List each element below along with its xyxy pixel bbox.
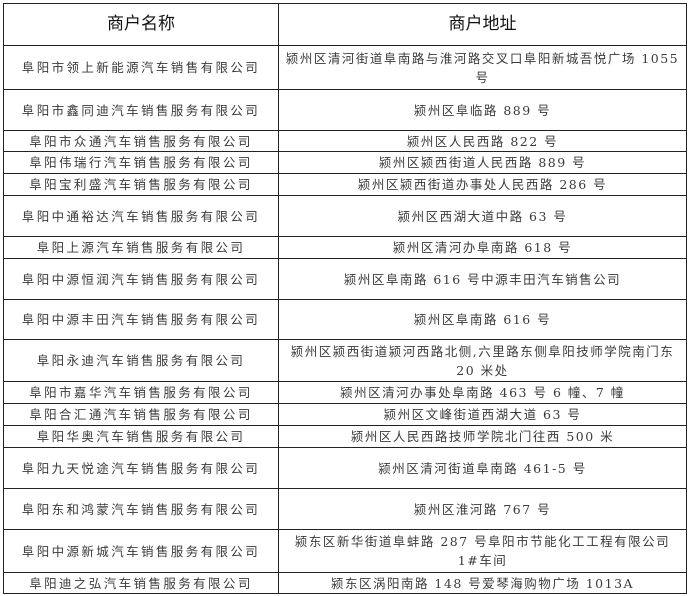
table-row: 阜阳上源汽车销售服务有限公司 颍州区清河办阜南路 618 号 — [3, 236, 687, 259]
table-row: 阜阳伟瑞行汽车销售服务有限公司 颍州区颍西街道人民西路 889 号 — [3, 151, 687, 174]
merchant-address: 颍州区淮河路 767 号 — [278, 488, 687, 530]
merchant-address: 颍州区人民西路 822 号 — [278, 130, 687, 152]
table-row: 阜阳市领上新能源汽车销售有限公司 颍州区清河街道阜南路与淮河路交叉口阜阳新城吾悦广… — [3, 45, 687, 90]
merchant-name: 阜阳永迪汽车销售服务有限公司 — [3, 339, 279, 382]
merchant-address: 颍州区颍西街道颍河西路北侧,六里路东侧阜阳技师学院南门东 20 米处 — [278, 339, 687, 382]
merchant-name: 阜阳华奥汽车销售服务有限公司 — [3, 425, 279, 448]
header-merchant-address: 商户地址 — [278, 3, 687, 46]
merchant-address: 颍州区阜南路 616 号 — [278, 299, 687, 340]
table-row: 阜阳中源丰田汽车销售服务有限公司 颍州区阜南路 616 号 — [3, 299, 687, 340]
table-row: 阜阳迪之弘汽车销售服务有限公司 颍东区涡阳南路 148 号爱琴海购物广场 1013… — [3, 572, 687, 594]
table-row: 阜阳中源恒润汽车销售服务有限公司 颍州区阜南路 616 号中源丰田汽车销售公司 — [3, 258, 687, 300]
merchant-name: 阜阳市领上新能源汽车销售有限公司 — [3, 45, 279, 90]
table-row: 阜阳市鑫同迪汽车销售服务有限公司 颍州区阜临路 889 号 — [3, 89, 687, 131]
merchant-address: 颍州区人民西路技师学院北门往西 500 米 — [278, 425, 687, 448]
merchant-address: 颍州区文峰街道西湖大道 63 号 — [278, 403, 687, 426]
table-row: 阜阳中通裕达汽车销售服务有限公司 颍州区西湖大道中路 63 号 — [3, 195, 687, 237]
table-row: 阜阳华奥汽车销售服务有限公司 颍州区人民西路技师学院北门往西 500 米 — [3, 425, 687, 448]
table-row: 阜阳永迪汽车销售服务有限公司 颍州区颍西街道颍河西路北侧,六里路东侧阜阳技师学院南… — [3, 339, 687, 382]
table-row: 阜阳市众通汽车销售服务有限公司 颍州区人民西路 822 号 — [3, 130, 687, 152]
merchant-name: 阜阳宝利盛汽车销售服务有限公司 — [3, 173, 279, 196]
merchant-name: 阜阳市嘉华汽车销售服务有限公司 — [3, 381, 279, 404]
merchant-address: 颍州区清河街道阜南路与淮河路交叉口阜阳新城吾悦广场 1055 号 — [278, 45, 687, 90]
header-row: 商户名称 商户地址 — [3, 3, 687, 46]
merchant-name: 阜阳上源汽车销售服务有限公司 — [3, 236, 279, 259]
merchant-name: 阜阳迪之弘汽车销售服务有限公司 — [3, 572, 279, 594]
merchant-address: 颍州区颍西街道人民西路 889 号 — [278, 151, 687, 174]
merchant-address: 颍州区清河街道阜南路 461-5 号 — [278, 447, 687, 489]
merchant-name: 阜阳九天悦途汽车销售服务有限公司 — [3, 447, 279, 489]
merchant-address: 颍州区清河办阜南路 618 号 — [278, 236, 687, 259]
table-row: 阜阳合汇通汽车销售服务有限公司 颍州区文峰街道西湖大道 63 号 — [3, 403, 687, 426]
merchant-name: 阜阳中源恒润汽车销售服务有限公司 — [3, 258, 279, 300]
merchant-address: 颍州区清河办事处阜南路 463 号 6 幢、7 幢 — [278, 381, 687, 404]
merchant-name: 阜阳中源丰田汽车销售服务有限公司 — [3, 299, 279, 340]
merchant-address: 颍东区新华街道阜蚌路 287 号阜阳市节能化工工程有限公司 1#车间 — [278, 529, 687, 573]
merchant-address: 颍州区西湖大道中路 63 号 — [278, 195, 687, 237]
merchant-table: 商户名称 商户地址 阜阳市领上新能源汽车销售有限公司 颍州区清河街道阜南路与淮河路… — [3, 3, 687, 594]
table-row: 阜阳市嘉华汽车销售服务有限公司 颍州区清河办事处阜南路 463 号 6 幢、7 幢 — [3, 381, 687, 404]
table-row: 阜阳中源新城汽车销售服务有限公司 颍东区新华街道阜蚌路 287 号阜阳市节能化工工… — [3, 529, 687, 573]
merchant-name: 阜阳伟瑞行汽车销售服务有限公司 — [3, 151, 279, 174]
merchant-address: 颍州区阜南路 616 号中源丰田汽车销售公司 — [278, 258, 687, 300]
merchant-address: 颍东区涡阳南路 148 号爱琴海购物广场 1013A — [278, 572, 687, 594]
merchant-address: 颍州区阜临路 889 号 — [278, 89, 687, 131]
table-row: 阜阳宝利盛汽车销售服务有限公司 颍州区颍西街道办事处人民西路 286 号 — [3, 173, 687, 196]
merchant-address: 颍州区颍西街道办事处人民西路 286 号 — [278, 173, 687, 196]
merchant-name: 阜阳合汇通汽车销售服务有限公司 — [3, 403, 279, 426]
table-row: 阜阳九天悦途汽车销售服务有限公司 颍州区清河街道阜南路 461-5 号 — [3, 447, 687, 489]
merchant-name: 阜阳市众通汽车销售服务有限公司 — [3, 130, 279, 152]
merchant-name: 阜阳中通裕达汽车销售服务有限公司 — [3, 195, 279, 237]
table-row: 阜阳东和鸿蒙汽车销售服务有限公司 颍州区淮河路 767 号 — [3, 488, 687, 530]
merchant-name: 阜阳市鑫同迪汽车销售服务有限公司 — [3, 89, 279, 131]
merchant-name: 阜阳中源新城汽车销售服务有限公司 — [3, 529, 279, 573]
merchant-name: 阜阳东和鸿蒙汽车销售服务有限公司 — [3, 488, 279, 530]
header-merchant-name: 商户名称 — [3, 3, 279, 46]
